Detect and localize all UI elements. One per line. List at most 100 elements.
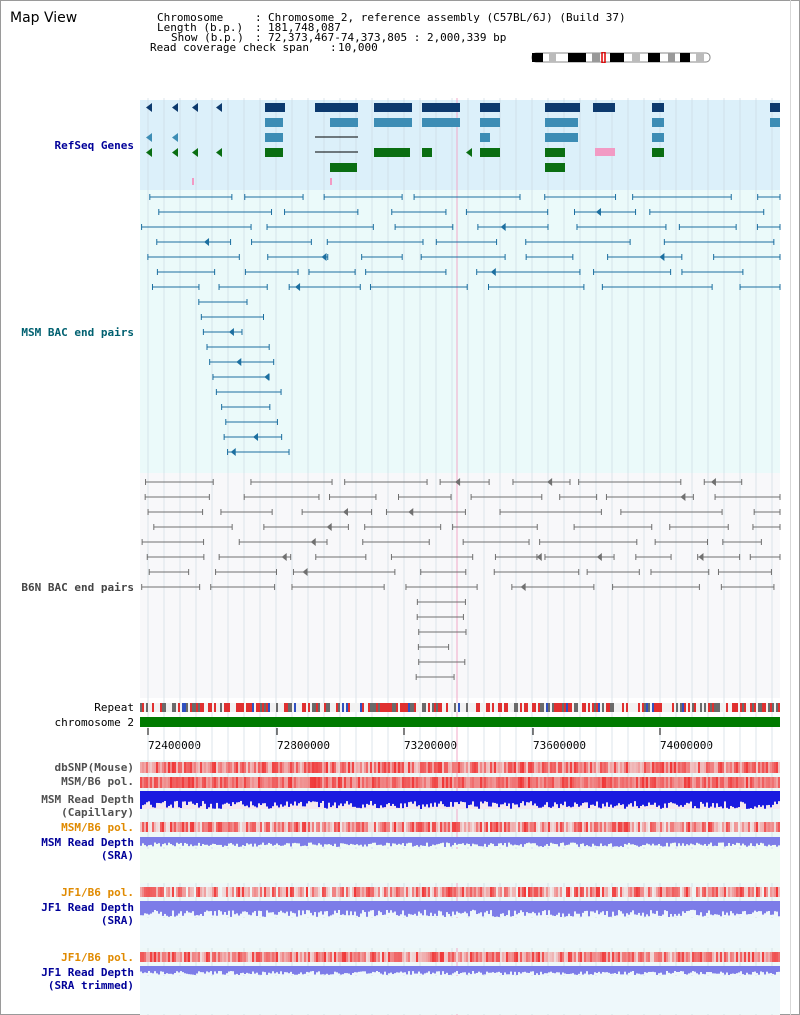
repeat-mark — [392, 703, 394, 712]
jf1-b6-pol-heat-cell — [252, 887, 254, 897]
jf1-b6-pol-heat-cell — [354, 952, 356, 962]
jf1-b6-pol-label-2[interactable]: JF1/B6 pol. — [61, 951, 134, 964]
repeat-mark — [718, 703, 720, 712]
axis-tick-label: 72400000 — [148, 739, 201, 752]
repeat-mark — [364, 703, 366, 712]
msm-sra-depth-bar — [414, 837, 416, 846]
jf1-b6-pol-heat-cell — [340, 952, 342, 962]
msm-sra-depth-bar — [496, 837, 498, 846]
jf1-trimmed-depth-bar — [508, 966, 510, 975]
msm-sra-depth-bar — [754, 837, 756, 847]
jf1-b6-pol-heat-cell — [576, 952, 578, 962]
msm-sra-depth-bar — [644, 837, 646, 846]
msm-capillary-depth-bar — [754, 791, 756, 807]
gene-exon — [265, 118, 283, 127]
jf1-b6-pol-heat-cell — [300, 952, 302, 962]
jf1-sra-depth-bar — [444, 901, 446, 917]
gene-exon — [374, 148, 410, 157]
msm-sra-depth-bar — [188, 837, 190, 847]
jf1-b6-pol-heat-cell — [468, 887, 470, 897]
msm-b6-pol-heat-cell — [604, 777, 606, 788]
dbsnp-label[interactable]: dbSNP(Mouse) — [54, 761, 134, 774]
refseq-genes-label[interactable]: RefSeq Genes — [54, 139, 134, 152]
repeat-mark — [272, 703, 274, 712]
msm-sra-depth-bar — [758, 837, 760, 846]
msm-sra-depth-bar — [544, 837, 546, 846]
dbsnp-heat-cell — [708, 762, 710, 773]
msm-bac-end-pairs-label[interactable]: MSM BAC end pairs — [21, 326, 134, 339]
msm-sra-depth-bar — [566, 837, 568, 845]
b6n-bac-end-pairs-label[interactable]: B6N BAC end pairs — [21, 581, 134, 594]
jf1-b6-pol-heat-cell — [712, 887, 714, 897]
dbsnp-heat-cell — [504, 762, 506, 773]
jf1-b6-pol-heat-cell — [690, 887, 692, 897]
jf1-sra-depth-bar — [746, 901, 748, 915]
jf1-sra-depth-bar — [586, 901, 588, 911]
msm-sra-depth-bar — [422, 837, 424, 846]
jf1-trimmed-depth-bar — [544, 966, 546, 974]
jf1-sra-depth-bar — [418, 901, 420, 912]
msm-read-depth-sra-label[interactable]: MSM Read Depth — [41, 836, 134, 849]
dbsnp-heat-cell — [516, 762, 518, 773]
jf1-b6-pol-heat-cell — [206, 887, 208, 897]
msm-capillary-depth-bar — [250, 791, 252, 802]
msm-b6-pol-label-1[interactable]: MSM/B6 pol. — [61, 775, 134, 788]
jf1-b6-pol-heat-cell — [770, 952, 772, 962]
jf1-b6-pol-heat-cell — [684, 952, 686, 962]
msm-b6-pol-heat-cell — [688, 822, 690, 832]
dbsnp-heat-cell — [142, 762, 144, 773]
jf1-b6-pol-heat-cell — [336, 887, 338, 897]
dbsnp-heat-cell — [712, 762, 714, 773]
jf1-trimmed-depth-bar — [262, 966, 264, 972]
msm-b6-pol-heat-cell — [450, 822, 452, 832]
jf1-b6-pol-heat-cell — [224, 952, 226, 962]
msm-b6-pol-heat-cell — [228, 777, 230, 788]
jf1-b6-pol-heat-cell — [602, 887, 604, 897]
msm-b6-pol-heat-cell — [178, 777, 180, 788]
repeat-mark — [474, 703, 476, 712]
jf1-b6-pol-label-1[interactable]: JF1/B6 pol. — [61, 886, 134, 899]
jf1-b6-pol-heat-cell — [644, 887, 646, 897]
msm-capillary-depth-bar — [560, 791, 562, 804]
msm-sra-depth-bar — [724, 837, 726, 847]
msm-sra-depth-bar — [720, 837, 722, 843]
jf1-b6-pol-heat-cell — [410, 952, 412, 962]
jf1-sra-panel — [140, 918, 780, 948]
msm-b6-pol-heat-cell — [668, 822, 670, 832]
repeat-mark — [642, 703, 644, 712]
repeat-mark — [492, 703, 494, 712]
repeat-mark — [638, 703, 640, 712]
msm-b6-pol-heat-cell — [694, 777, 696, 788]
jf1-trimmed-depth-bar — [230, 966, 232, 972]
msm-b6-pol-heat-cell — [682, 822, 684, 832]
jf1-sra-depth-bar — [706, 901, 708, 913]
jf1-sra-depth-bar — [330, 901, 332, 916]
jf1-b6-pol-heat-cell — [150, 952, 152, 962]
jf1-b6-pol-heat-cell — [758, 952, 760, 962]
msm-b6-pol-heat-cell — [574, 822, 576, 832]
chromosome-ideogram[interactable] — [530, 52, 712, 63]
jf1-b6-pol-heat-cell — [620, 952, 622, 962]
jf1-b6-pol-heat-cell — [304, 952, 306, 962]
repeat-mark — [140, 703, 142, 712]
msm-sra-depth-bar — [686, 837, 688, 845]
jf1-read-depth-sra-label[interactable]: JF1 Read Depth — [41, 901, 134, 914]
dbsnp-heat-cell — [376, 762, 378, 773]
jf1-b6-pol-heat-cell — [382, 887, 384, 897]
jf1-b6-pol-heat-cell — [646, 952, 648, 962]
msm-b6-pol-heat-cell — [472, 822, 474, 832]
jf1-b6-pol-heat-cell — [482, 952, 484, 962]
msm-read-depth-capillary-label[interactable]: MSM Read Depth — [41, 793, 134, 806]
jf1-b6-pol-heat-cell — [456, 952, 458, 962]
msm-b6-pol-label-2[interactable]: MSM/B6 pol. — [61, 821, 134, 834]
dbsnp-heat-cell — [710, 762, 712, 773]
jf1-b6-pol-heat-cell — [666, 952, 668, 962]
dbsnp-heat-cell — [218, 762, 220, 773]
msm-capillary-depth-bar — [450, 791, 452, 802]
jf1-trimmed-depth-bar — [376, 966, 378, 972]
jf1-trimmed-depth-bar — [500, 966, 502, 973]
jf1-read-depth-trimmed-label[interactable]: JF1 Read Depth — [41, 966, 134, 979]
dbsnp-heat-cell — [664, 762, 666, 773]
